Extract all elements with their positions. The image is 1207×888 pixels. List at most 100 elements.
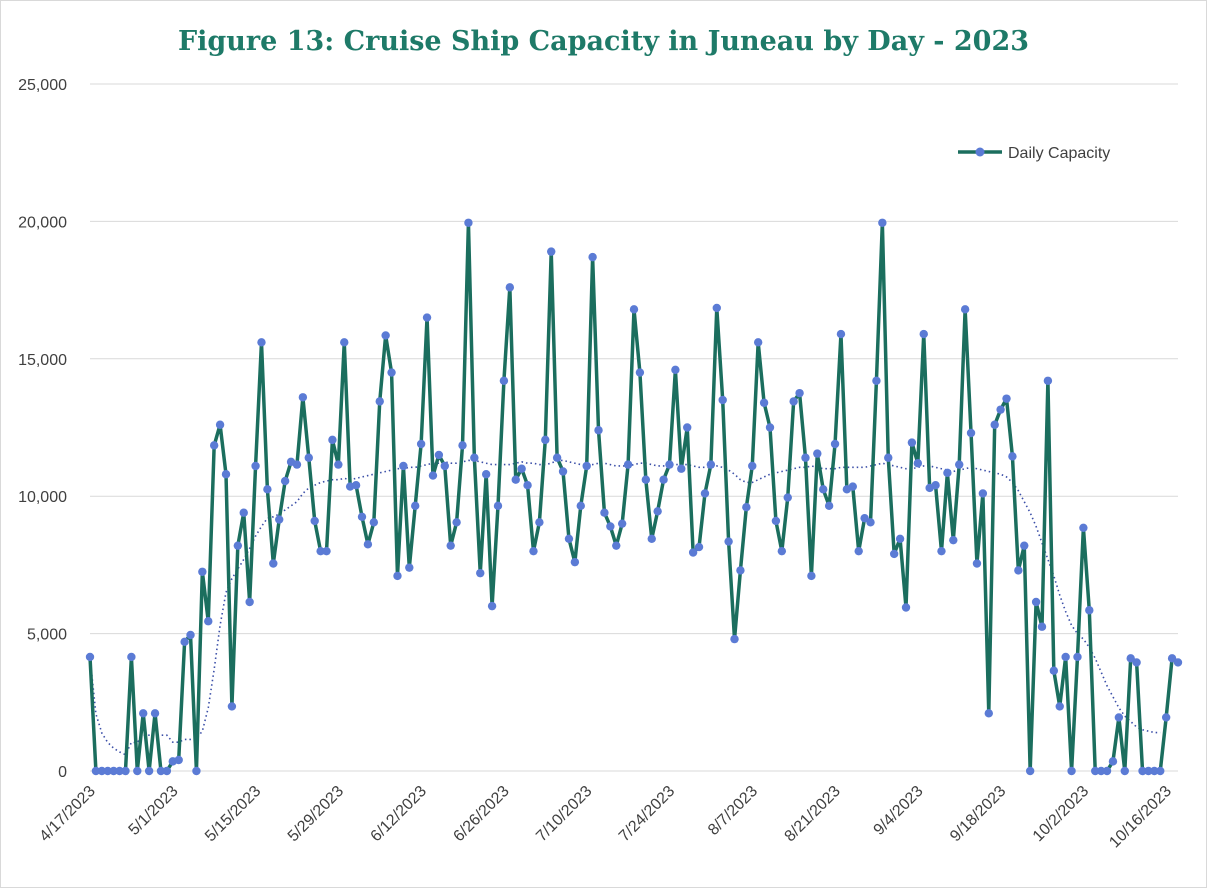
data-point [381,331,390,340]
data-point [215,420,225,429]
data-point [1138,766,1147,776]
data-point [1049,666,1059,675]
x-tick-label: 8/7/2023 [705,783,761,839]
data-point [617,519,627,528]
data-point [192,766,201,776]
data-point [298,393,308,402]
data-point [1161,713,1171,722]
data-point [659,475,668,484]
data-point [937,546,946,556]
data-point [718,395,727,405]
data-point [889,549,899,559]
data-point [653,507,662,516]
data-point [109,766,118,776]
data-point [476,568,485,578]
data-point [1096,766,1106,776]
data-point [363,540,373,549]
data-point [452,518,461,527]
data-point [813,449,822,458]
data-point [795,388,804,398]
data-point [907,438,917,447]
data-point [221,470,231,479]
data-point [233,541,243,550]
data-point [511,475,520,484]
data-point [517,464,526,473]
data-point [351,481,361,490]
y-tick-label: 20,000 [18,214,67,231]
data-point [1114,713,1124,722]
data-point [1102,766,1112,776]
data-point [257,338,266,347]
data-point [322,546,331,556]
data-point [712,303,721,313]
data-point [647,534,656,543]
data-point [1132,658,1141,667]
x-tick-label: 4/17/2023 [36,783,98,845]
data-point [1120,766,1129,776]
data-point [529,546,538,556]
data-point [186,630,195,640]
data-point [919,329,928,339]
data-point [895,534,905,543]
data-point [612,541,621,550]
data-point [1061,652,1070,662]
data-point [807,571,816,581]
data-point [127,652,136,662]
data-point [204,617,213,626]
x-tick-label: 5/1/2023 [126,783,182,839]
data-point [156,766,166,776]
data-point [1055,702,1064,711]
data-point [541,435,550,445]
data-point [665,460,674,469]
x-tick-label: 5/15/2023 [202,783,264,845]
x-axis-ticks: 4/17/2023 5/1/2023 5/15/2023 5/29/2023 6/12/… [36,783,1175,852]
data-point [671,365,680,374]
data-point [1067,766,1076,776]
x-tick-label: 7/10/2023 [533,783,595,845]
data-point [1167,654,1177,663]
data-point [848,482,857,491]
data-point [1150,766,1159,776]
data-point [405,563,414,572]
data-point [458,441,467,450]
data-point [239,508,248,517]
y-tick-label: 5,000 [27,627,67,644]
x-tick-label: 10/16/2023 [1106,783,1175,852]
data-point [481,470,491,479]
data-point [878,218,887,227]
data-point [150,709,160,718]
data-point [269,559,278,568]
data-point [783,493,792,502]
data-point [570,557,580,567]
y-tick-label: 0 [58,764,67,781]
data-point [470,453,479,462]
data-point [771,516,781,526]
data-point [275,515,284,524]
data-point [730,634,739,644]
data-point [943,468,952,478]
data-point [523,481,532,490]
data-point [623,460,633,469]
data-point [121,766,130,776]
data-point [600,508,609,517]
data-point [162,766,172,776]
legend-label-daily-capacity: Daily Capacity [1008,145,1110,162]
data-point [1108,757,1118,766]
data-point [552,453,562,462]
data-point [677,464,686,473]
data-point [1073,652,1082,662]
data-point [144,766,154,776]
data-point [1031,597,1041,607]
data-point [387,368,396,377]
data-point [133,766,142,776]
data-point [765,423,775,432]
data-point [683,423,692,432]
data-point [606,522,615,531]
legend: Daily Capacity [958,145,1110,162]
data-point [1173,658,1183,667]
data-point [724,537,733,546]
data-point [564,534,574,543]
series-line-daily-capacity [88,221,1180,773]
data-point [97,766,107,776]
data-point [393,571,402,581]
